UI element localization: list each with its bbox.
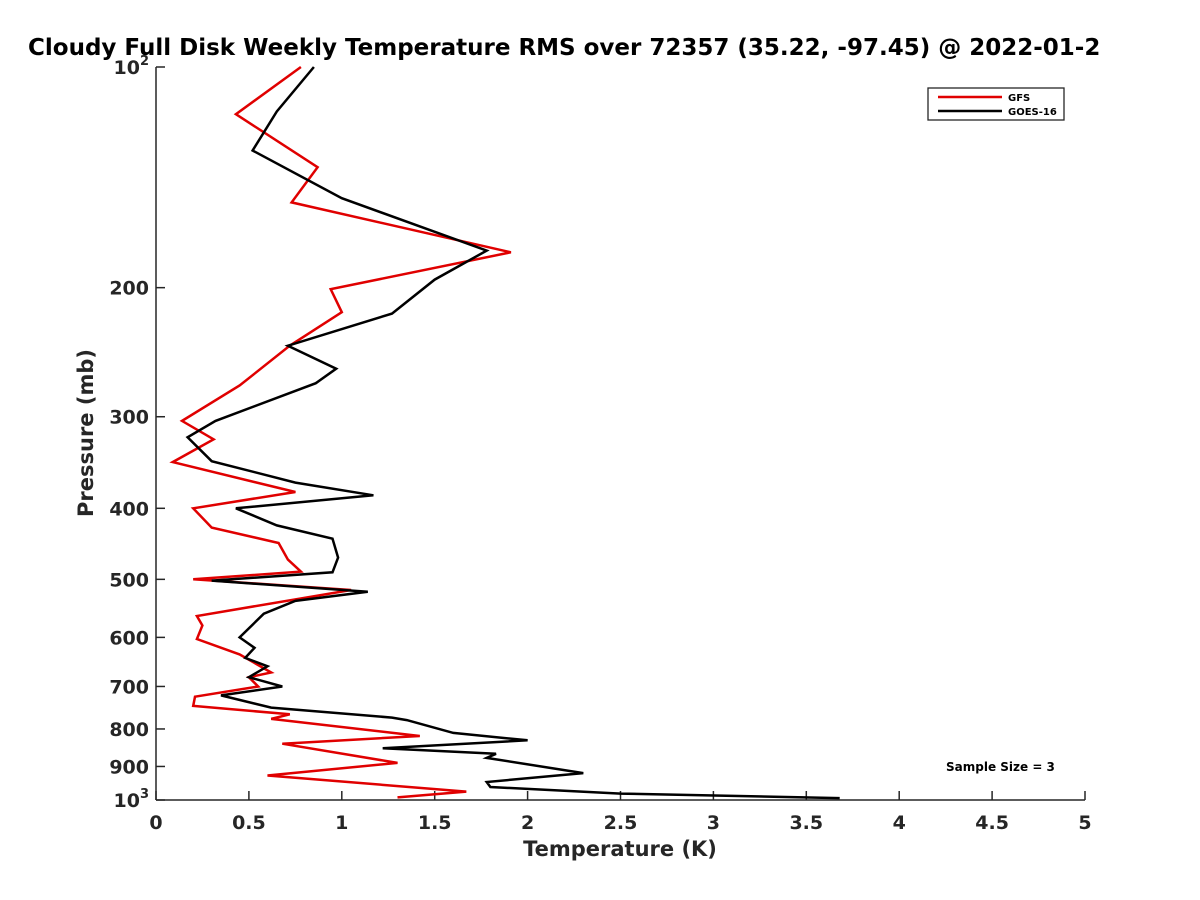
axes [155,67,1085,801]
x-tick-label: 1 [335,812,348,834]
y-tick-exponent: 3 [140,787,149,802]
y-tick-base: 700 [109,676,149,698]
x-ticks: 0 0.5 1 1.5 2 2.5 3 3.5 4 4.5 5 [149,791,1092,834]
y-tick-label: 900 [109,756,149,778]
legend-box [927,87,1065,121]
x-tick-label: 3 [707,812,720,834]
y-tick-label: 103 [114,787,150,812]
y-tick-base: 10 [114,790,140,812]
y-tick-base: 400 [109,498,149,520]
y-tick-base: 500 [109,569,149,591]
x-tick-label: 4 [893,812,906,834]
y-tick-label: 800 [109,719,149,741]
legend: GFS GOES-16 [927,87,1065,121]
x-tick-label: 3.5 [789,812,823,834]
x-tick-label: 5 [1078,812,1091,834]
y-tick-base: 900 [109,756,149,778]
y-tick-label: 600 [109,627,149,649]
y-axis-label: Pressure (mb) [74,349,98,517]
y-tick-label: 102 [114,54,150,79]
y-tick-label: 500 [109,569,149,591]
x-tick-label: 2 [521,812,534,834]
y-tick-base: 10 [114,57,140,79]
y-tick-label: 300 [109,407,149,429]
x-tick-label: 1.5 [418,812,452,834]
y-tick-exponent: 2 [140,54,149,69]
x-axis-label: Temperature (K) [523,837,717,861]
series-line-gfs [169,65,512,799]
sample-size-annotation: Sample Size = 3 [946,760,1055,774]
y-tick-label: 700 [109,676,149,698]
x-tick-label: 0.5 [232,812,266,834]
y-tick-label: 200 [109,278,149,300]
legend-label-goes16: GOES-16 [1008,107,1057,118]
chart-title: Cloudy Full Disk Weekly Temperature RMS … [28,35,1100,61]
x-tick-label: 0 [149,812,162,834]
y-tick-base: 800 [109,719,149,741]
y-tick-base: 200 [109,278,149,300]
x-tick-label: 2.5 [604,812,638,834]
y-tick-base: 600 [109,627,149,649]
y-tick-label: 400 [109,498,149,520]
x-tick-label: 4.5 [975,812,1009,834]
legend-label-gfs: GFS [1008,93,1030,104]
series-lines [169,65,840,800]
y-tick-base: 300 [109,407,149,429]
series-line-goes16 [185,66,840,800]
